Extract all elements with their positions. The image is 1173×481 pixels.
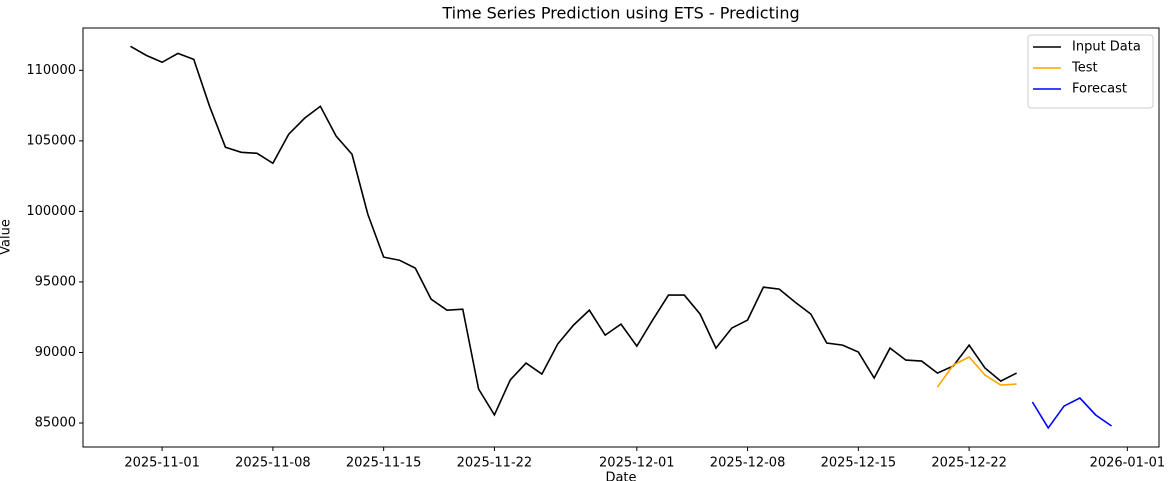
plot-frame xyxy=(82,27,1160,448)
x-tick-label: 2025-11-15 xyxy=(346,456,422,471)
y-tick-label: 105000 xyxy=(26,133,76,148)
x-tick-label: 2026-01-01 xyxy=(1090,456,1166,471)
series-line xyxy=(1031,397,1112,430)
x-tick-label: 2025-11-22 xyxy=(457,456,533,471)
legend-label: Input Data xyxy=(1072,40,1141,55)
x-tick-label: 2025-11-01 xyxy=(124,456,200,471)
y-tick-label: 110000 xyxy=(26,63,76,78)
x-tick-label: 2025-12-01 xyxy=(599,456,675,471)
x-tick-label: 2025-12-08 xyxy=(710,456,786,471)
legend-label: Forecast xyxy=(1072,82,1127,97)
x-axis-label: Date xyxy=(605,471,636,481)
y-tick-label: 90000 xyxy=(35,345,76,360)
series-line xyxy=(936,355,1017,388)
legend-label: Test xyxy=(1071,61,1098,76)
chart-title: Time Series Prediction using ETS - Predi… xyxy=(441,4,799,23)
x-tick-label: 2025-12-15 xyxy=(821,456,897,471)
y-tick-label: 100000 xyxy=(26,204,76,219)
x-tick-label: 2025-11-08 xyxy=(235,456,311,471)
y-axis-label: Value xyxy=(0,219,14,255)
series-line xyxy=(130,45,1017,417)
y-tick-label: 85000 xyxy=(35,416,76,431)
y-tick-label: 95000 xyxy=(35,274,76,289)
x-tick-label: 2025-12-22 xyxy=(931,456,1007,471)
